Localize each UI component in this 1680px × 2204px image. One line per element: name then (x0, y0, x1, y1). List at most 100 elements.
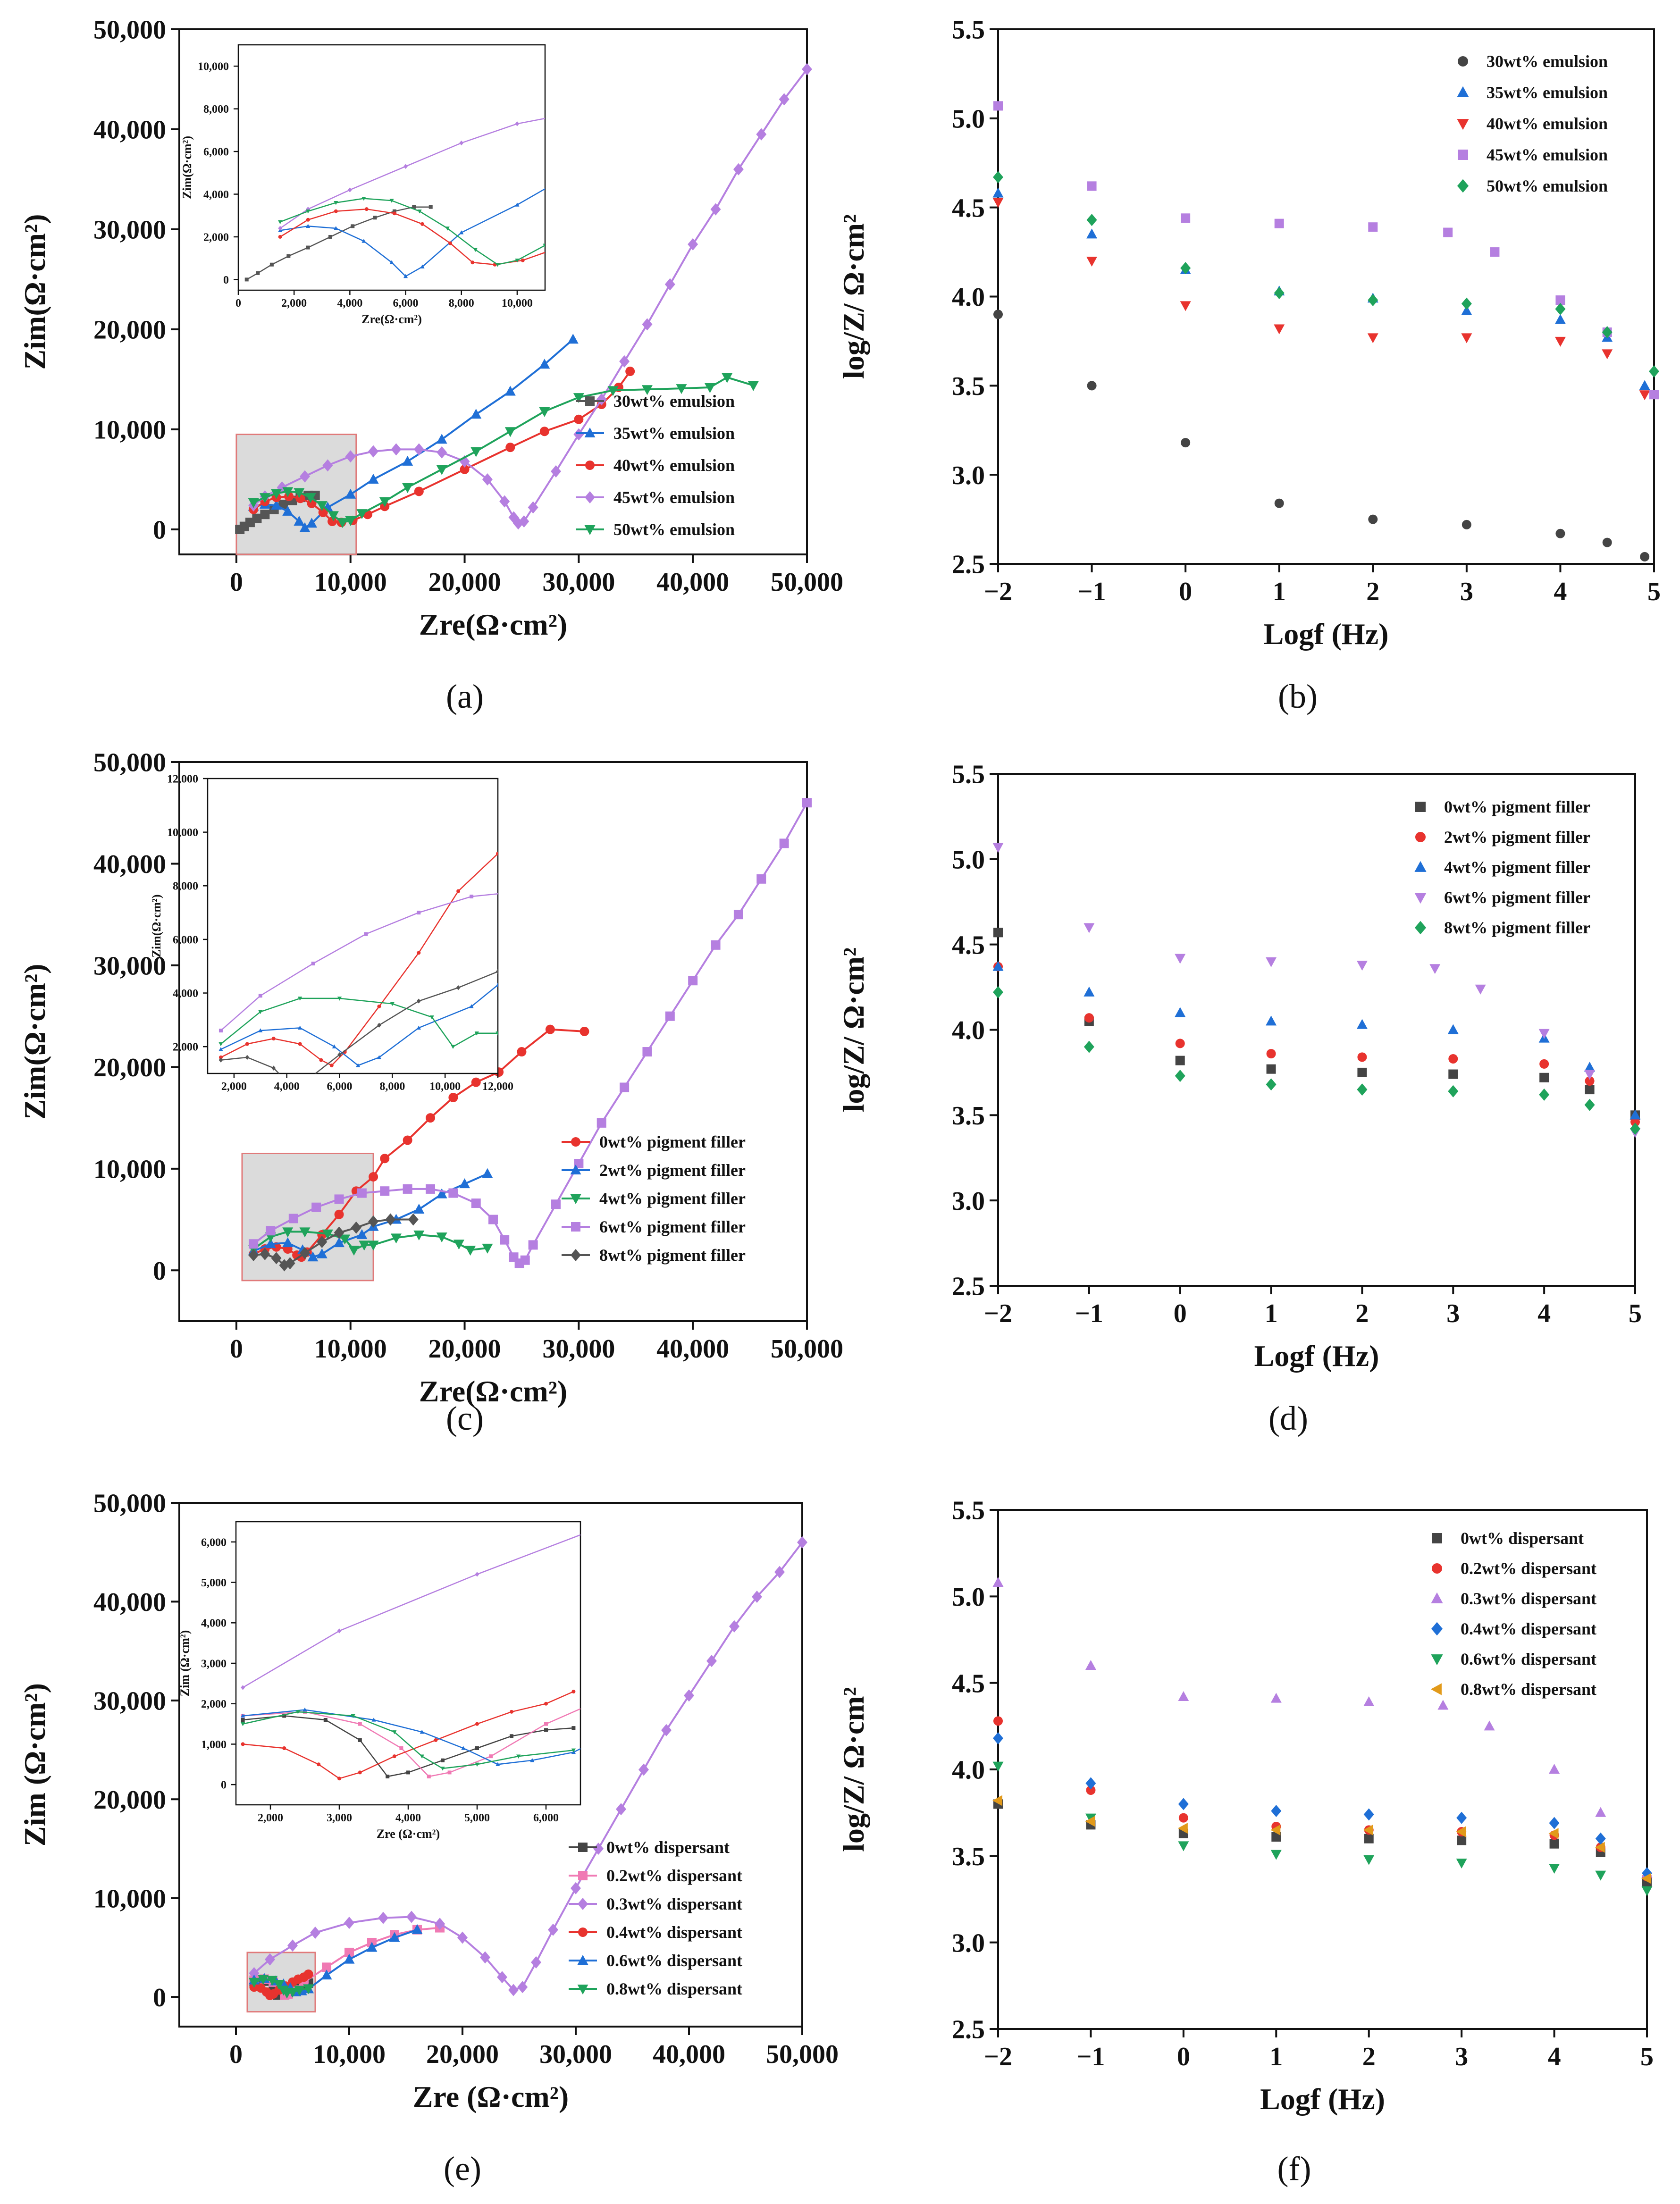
inset-data-point (475, 1762, 479, 1767)
data-point (500, 1235, 510, 1245)
data-point (359, 1240, 370, 1251)
inset-data-point (271, 1065, 276, 1071)
data-point (779, 93, 790, 106)
legend-marker (571, 1249, 581, 1261)
inset-data-point (543, 243, 545, 248)
series (248, 1975, 314, 1999)
x-tick-label: 20,000 (426, 2040, 499, 2069)
inset-data-point (440, 1767, 445, 1771)
data-point (348, 1246, 360, 1256)
legend-marker (1431, 1592, 1443, 1603)
y-tick-label: 10,000 (93, 1884, 166, 1913)
legend-marker (1415, 802, 1426, 812)
data-point (310, 1927, 320, 1939)
legend-marker (1458, 150, 1468, 160)
data-point (616, 1803, 626, 1816)
y-tick-label: 2.5 (952, 1272, 985, 1301)
data-point (1368, 222, 1378, 232)
panel-label: (b) (1278, 678, 1318, 715)
inset-series-line (220, 984, 498, 1066)
inset-data-point (278, 235, 282, 239)
x-tick-label: 4 (1554, 577, 1567, 606)
data-point (508, 1984, 519, 1996)
data-point (593, 1843, 604, 1855)
data-point (1175, 954, 1186, 964)
data-point (1271, 1805, 1282, 1817)
legend-label: 6wt% pigment filler (599, 1217, 746, 1236)
inset-data-point (241, 1722, 245, 1726)
data-point (345, 450, 356, 463)
data-point (545, 1024, 555, 1034)
data-point (1443, 227, 1453, 237)
inset-data-point (298, 997, 302, 1001)
data-point (1595, 1842, 1605, 1853)
inset-series (218, 969, 498, 1073)
data-point (676, 384, 687, 394)
legend-label: 35wt% emulsion (613, 424, 735, 443)
inset-x-axis-title: Zre (Ω·cm²) (377, 1827, 440, 1841)
series (249, 798, 812, 1268)
inset-data-point (323, 1718, 328, 1722)
data-point (307, 1251, 319, 1262)
data-point (519, 515, 529, 528)
x-tick-label: 1 (1265, 1299, 1278, 1328)
data-point (1356, 961, 1368, 971)
inset-data-point (361, 239, 366, 243)
data-point (733, 163, 744, 176)
y-tick-label: 3.0 (952, 461, 985, 490)
legend: 0wt% pigment filler 2wt% pigment filler 4w… (562, 1132, 746, 1265)
data-point (1356, 1019, 1368, 1029)
data-point (1271, 1832, 1281, 1842)
data-point (356, 509, 368, 520)
y-tick-label: 5.5 (952, 760, 985, 789)
inset-data-point (364, 932, 368, 936)
legend: 30wt% emulsion 35wt% emulsion 40wt% emulsi… (576, 392, 735, 539)
data-point (1554, 314, 1566, 324)
data-point (1639, 380, 1650, 390)
inset-data-point (447, 1770, 452, 1775)
data-point (1084, 923, 1095, 933)
data-point (258, 1975, 269, 1985)
inset-y-tick-label: 8,000 (203, 103, 229, 116)
y-axis-title: log/Z/ Ω·cm² (837, 214, 870, 379)
data-point (661, 1724, 672, 1736)
inset-data-point (420, 1729, 424, 1734)
y-tick-label: 2.5 (952, 550, 985, 579)
inset-data-point (544, 1728, 548, 1732)
legend-label: 0wt% dispersant (606, 1838, 730, 1857)
legend-label: 40wt% emulsion (613, 456, 735, 475)
panel-f: −2 −1 0 1 2 3 4 5 2.5 3.0 3.5 4.0 4.5 5.0 5.5 Logf (Hz)… (837, 1496, 1654, 2187)
data-point (1448, 1085, 1459, 1098)
data-point (641, 385, 653, 395)
data-point (436, 1232, 447, 1243)
x-tick-label: 4 (1537, 1299, 1551, 1328)
data-point (426, 1184, 435, 1194)
x-tick-label: 50,000 (771, 568, 843, 597)
data-point (1368, 514, 1378, 524)
inset-data-point (510, 1710, 513, 1714)
legend-label: 45wt% emulsion (613, 488, 735, 507)
legend-marker (585, 461, 595, 470)
inset-data-point (337, 1628, 342, 1634)
inset-data-point (475, 1572, 479, 1577)
inset-data-point (420, 264, 425, 268)
data-point (1584, 1070, 1596, 1080)
inset-data-point (358, 1738, 362, 1742)
inset-data-point (328, 235, 332, 239)
data-point (1639, 390, 1650, 401)
inset-data-point (474, 1031, 479, 1036)
inset-data-point (319, 1058, 323, 1062)
y-tick-label: 50,000 (93, 1489, 166, 1518)
inset-data-point (571, 1726, 576, 1730)
data-point (505, 443, 515, 453)
data-point (1429, 964, 1441, 974)
data-point (1457, 1835, 1467, 1845)
inset-data-point (399, 1746, 403, 1750)
legend-label: 0.8wt% dispersant (1461, 1680, 1596, 1699)
data-point (756, 128, 767, 141)
legend-marker (577, 1955, 588, 1965)
data-point (265, 1238, 276, 1249)
data-point (334, 1237, 345, 1248)
data-point (266, 1226, 276, 1236)
